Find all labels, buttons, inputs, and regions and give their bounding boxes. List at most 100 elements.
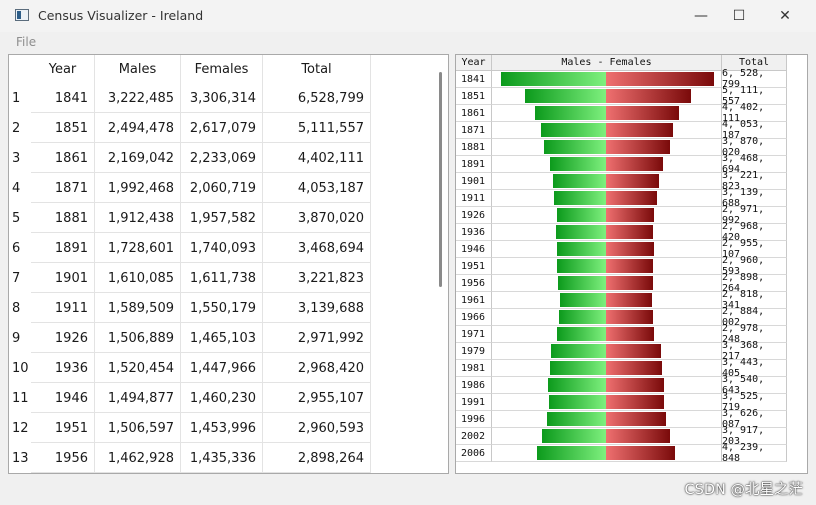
chart-row[interactable]: 1986 3, 540, 643: [456, 374, 807, 396]
cell-females[interactable]: 2,233,069: [181, 143, 263, 173]
cell-females[interactable]: 1,611,738: [181, 263, 263, 293]
cell-males[interactable]: 1,610,085: [95, 263, 181, 293]
cell-males[interactable]: 1,462,928: [95, 443, 181, 473]
cell-total[interactable]: 2,968,420: [263, 353, 371, 383]
cell-total[interactable]: 2,960,593: [263, 413, 371, 443]
minimize-button[interactable]: —: [694, 8, 708, 24]
chart-row[interactable]: 1996 3, 626, 087: [456, 408, 807, 430]
table-row[interactable]: 10 1936 1,520,454 1,447,966 2,968,420: [9, 353, 379, 383]
cell-males[interactable]: 1,520,454: [95, 353, 181, 383]
cell-year[interactable]: 1861: [31, 143, 95, 173]
cell-year[interactable]: 1901: [31, 263, 95, 293]
chart-row[interactable]: 1936 2, 968, 420: [456, 221, 807, 243]
cell-males[interactable]: 3,222,485: [95, 83, 181, 113]
column-header-total[interactable]: Total: [263, 55, 371, 83]
cell-year[interactable]: 1891: [31, 233, 95, 263]
row-header[interactable]: 2: [12, 120, 21, 136]
row-header[interactable]: 4: [12, 180, 21, 196]
cell-females[interactable]: 1,550,179: [181, 293, 263, 323]
cell-year[interactable]: 1911: [31, 293, 95, 323]
maximize-button[interactable]: ☐: [732, 8, 746, 24]
table-row[interactable]: 13 1956 1,462,928 1,435,336 2,898,264: [9, 443, 379, 473]
cell-year[interactable]: 1936: [31, 353, 95, 383]
cell-males[interactable]: 2,494,478: [95, 113, 181, 143]
cell-males[interactable]: 1,912,438: [95, 203, 181, 233]
cell-year[interactable]: 1956: [31, 443, 95, 473]
table-row[interactable]: 1 1841 3,222,485 3,306,314 6,528,799: [9, 83, 379, 113]
cell-females[interactable]: 2,060,719: [181, 173, 263, 203]
cell-total[interactable]: 5,111,557: [263, 113, 371, 143]
chart-row[interactable]: 1901 3, 221, 823: [456, 170, 807, 192]
cell-total[interactable]: 2,898,264: [263, 443, 371, 473]
row-header[interactable]: 6: [12, 240, 21, 256]
chart-row[interactable]: 1956 2, 898, 264: [456, 272, 807, 294]
cell-females[interactable]: 1,453,996: [181, 413, 263, 443]
chart-row[interactable]: 1851 5, 111, 557: [456, 85, 807, 107]
cell-year[interactable]: 1946: [31, 383, 95, 413]
row-header[interactable]: 12: [12, 420, 29, 436]
table-row[interactable]: 3 1861 2,169,042 2,233,069 4,402,111: [9, 143, 379, 173]
cell-females[interactable]: 1,447,966: [181, 353, 263, 383]
chart-row[interactable]: 1881 3, 870, 020: [456, 136, 807, 158]
cell-females[interactable]: 1,465,103: [181, 323, 263, 353]
cell-year[interactable]: 1851: [31, 113, 95, 143]
cell-females[interactable]: 1,740,093: [181, 233, 263, 263]
chart-row[interactable]: 2002 3, 917, 203: [456, 425, 807, 447]
cell-males[interactable]: 1,506,889: [95, 323, 181, 353]
cell-females[interactable]: 2,617,079: [181, 113, 263, 143]
census-table[interactable]: Year Males Females Total 1 1841 3,222,485 3…: [8, 54, 449, 474]
cell-year[interactable]: 1881: [31, 203, 95, 233]
table-row[interactable]: 5 1881 1,912,438 1,957,582 3,870,020: [9, 203, 379, 233]
chart-header-total[interactable]: Total: [722, 55, 787, 71]
table-row[interactable]: 4 1871 1,992,468 2,060,719 4,053,187: [9, 173, 379, 203]
chart-row[interactable]: 1971 2, 978, 248: [456, 323, 807, 345]
chart-row[interactable]: 1891 3, 468, 694: [456, 153, 807, 175]
chart-row[interactable]: 1951 2, 960, 593: [456, 255, 807, 277]
chart-row[interactable]: 1841 6, 528, 799: [456, 68, 807, 90]
cell-total[interactable]: 6,528,799: [263, 83, 371, 113]
cell-males[interactable]: 1,728,601: [95, 233, 181, 263]
cell-total[interactable]: 4,402,111: [263, 143, 371, 173]
cell-males[interactable]: 1,506,597: [95, 413, 181, 443]
cell-females[interactable]: 1,460,230: [181, 383, 263, 413]
row-header[interactable]: 1: [12, 90, 21, 106]
cell-year[interactable]: 1871: [31, 173, 95, 203]
cell-females[interactable]: 1,957,582: [181, 203, 263, 233]
cell-year[interactable]: 1951: [31, 413, 95, 443]
row-header[interactable]: 8: [12, 300, 21, 316]
chart-row[interactable]: 1991 3, 525, 719: [456, 391, 807, 413]
population-pyramid-table[interactable]: Year Males - Females Total 1841 6, 528, 7…: [455, 54, 808, 474]
table-row[interactable]: 8 1911 1,589,509 1,550,179 3,139,688: [9, 293, 379, 323]
cell-year[interactable]: 1926: [31, 323, 95, 353]
cell-females[interactable]: 1,435,336: [181, 443, 263, 473]
chart-row[interactable]: 1979 3, 368, 217: [456, 340, 807, 362]
cell-total[interactable]: 3,870,020: [263, 203, 371, 233]
chart-row[interactable]: 1871 4, 053, 187: [456, 119, 807, 141]
table-row[interactable]: 7 1901 1,610,085 1,611,738 3,221,823: [9, 263, 379, 293]
table-row[interactable]: 12 1951 1,506,597 1,453,996 2,960,593: [9, 413, 379, 443]
cell-total[interactable]: 3,468,694: [263, 233, 371, 263]
column-header-males[interactable]: Males: [95, 55, 181, 83]
cell-year[interactable]: 1841: [31, 83, 95, 113]
chart-row[interactable]: 1961 2, 818, 341: [456, 289, 807, 311]
cell-males[interactable]: 1,589,509: [95, 293, 181, 323]
row-header[interactable]: 13: [12, 450, 29, 466]
cell-males[interactable]: 1,992,468: [95, 173, 181, 203]
cell-total[interactable]: 3,221,823: [263, 263, 371, 293]
vertical-scrollbar[interactable]: [443, 55, 448, 473]
row-header[interactable]: 7: [12, 270, 21, 286]
title-bar[interactable]: Census Visualizer - Ireland — ☐ ✕: [0, 0, 816, 32]
table-row[interactable]: 11 1946 1,494,877 1,460,230 2,955,107: [9, 383, 379, 413]
cell-males[interactable]: 2,169,042: [95, 143, 181, 173]
row-header[interactable]: 10: [12, 360, 29, 376]
row-header[interactable]: 5: [12, 210, 21, 226]
chart-row[interactable]: 1911 3, 139, 688: [456, 187, 807, 209]
menu-file[interactable]: File: [16, 35, 37, 49]
cell-total[interactable]: 2,971,992: [263, 323, 371, 353]
cell-females[interactable]: 3,306,314: [181, 83, 263, 113]
chart-header-year[interactable]: Year: [456, 55, 492, 71]
table-row[interactable]: 2 1851 2,494,478 2,617,079 5,111,557: [9, 113, 379, 143]
close-button[interactable]: ✕: [779, 8, 791, 24]
cell-total[interactable]: 2,955,107: [263, 383, 371, 413]
row-header[interactable]: 11: [12, 390, 29, 406]
